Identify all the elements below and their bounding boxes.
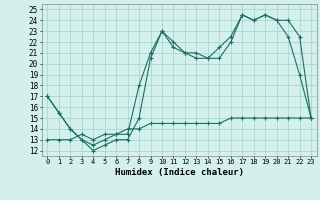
X-axis label: Humidex (Indice chaleur): Humidex (Indice chaleur) bbox=[115, 168, 244, 177]
